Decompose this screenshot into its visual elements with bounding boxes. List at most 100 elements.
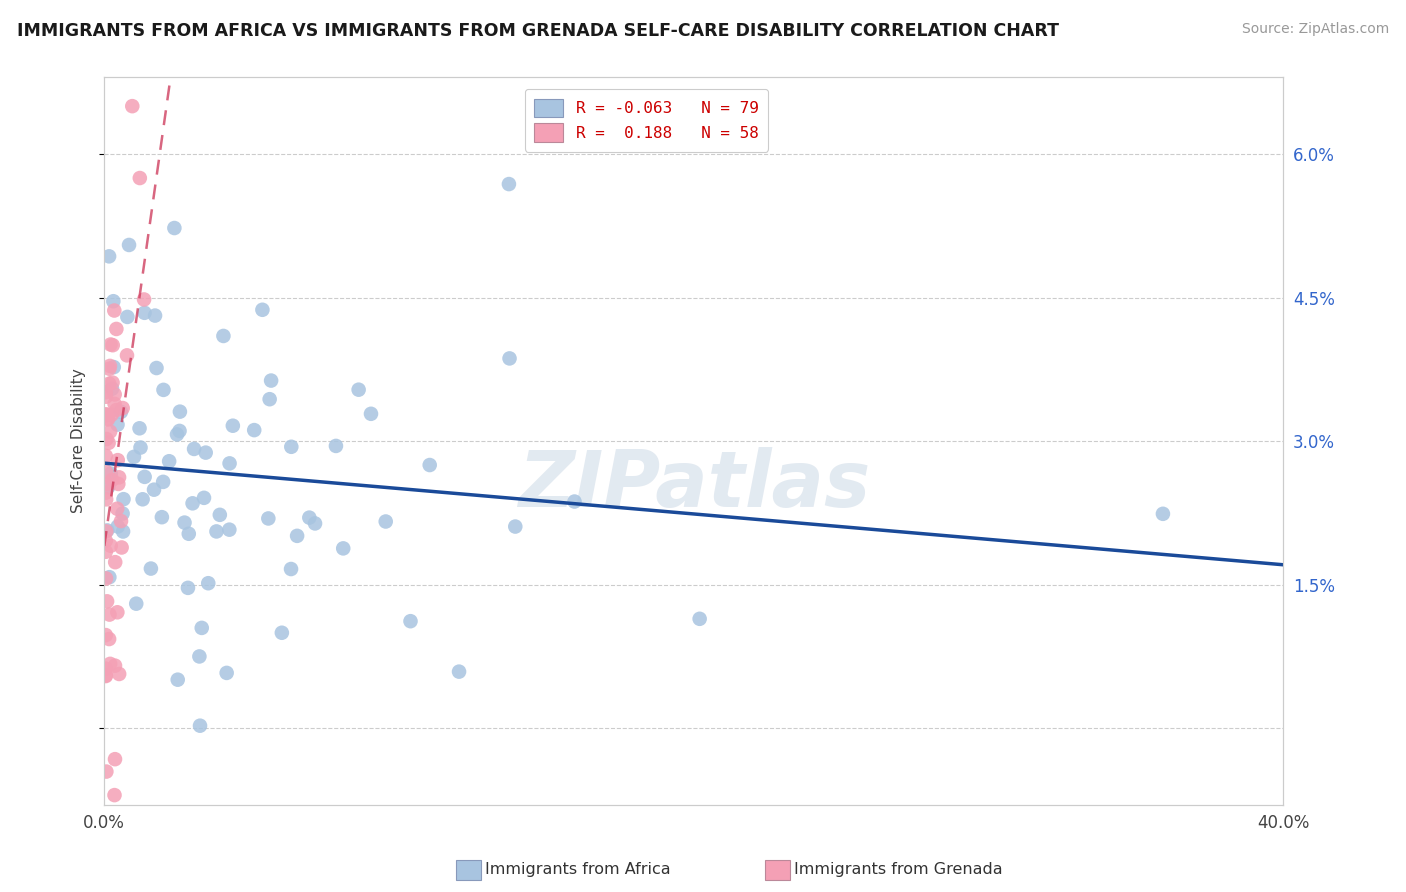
Point [97, 411, 120, 425]
Point [129, 441, 152, 455]
Point [564, 494, 586, 508]
Point [399, 614, 422, 628]
Point [1152, 507, 1174, 521]
Point [101, 473, 124, 487]
Point [103, 360, 125, 375]
Point [98, 359, 121, 373]
Point [169, 424, 191, 438]
Point [181, 496, 204, 510]
Point [98, 570, 121, 584]
Point [194, 445, 217, 459]
Point [107, 519, 129, 533]
Point [98, 425, 121, 439]
Point [419, 458, 441, 472]
Point [257, 511, 280, 525]
Point [103, 303, 125, 318]
Point [197, 576, 219, 591]
Point [118, 238, 141, 252]
Point [166, 427, 188, 442]
Point [98, 657, 121, 671]
Point [285, 529, 308, 543]
Point [94, 385, 117, 400]
Point [280, 440, 302, 454]
Point [222, 418, 245, 433]
Point [98, 376, 121, 391]
Point [689, 612, 711, 626]
Point [188, 719, 211, 733]
Point [96, 524, 118, 538]
Point [107, 417, 129, 432]
Point [260, 374, 283, 388]
Point [177, 581, 200, 595]
Point [98, 632, 121, 646]
Text: Source: ZipAtlas.com: Source: ZipAtlas.com [1241, 22, 1389, 37]
Point [111, 507, 134, 521]
Point [97, 435, 120, 450]
Point [105, 605, 128, 619]
Point [101, 338, 124, 352]
Point [104, 658, 127, 673]
Point [270, 625, 292, 640]
Point [105, 322, 128, 336]
Point [134, 470, 156, 484]
Point [100, 539, 122, 553]
Point [131, 492, 153, 507]
Point [112, 492, 135, 507]
Point [121, 99, 143, 113]
Point [104, 387, 127, 401]
Point [125, 597, 148, 611]
Point [122, 450, 145, 464]
Point [280, 562, 302, 576]
Point [100, 467, 122, 481]
Point [94, 465, 117, 479]
Point [94, 668, 117, 682]
Point [139, 561, 162, 575]
Point [152, 475, 174, 489]
Point [325, 439, 347, 453]
Point [128, 421, 150, 435]
Point [94, 492, 117, 507]
Point [143, 483, 166, 497]
Point [94, 545, 117, 559]
Text: IMMIGRANTS FROM AFRICA VS IMMIGRANTS FROM GRENADA SELF-CARE DISABILITY CORRELATI: IMMIGRANTS FROM AFRICA VS IMMIGRANTS FRO… [17, 22, 1059, 40]
Text: Immigrants from Africa: Immigrants from Africa [485, 863, 671, 877]
Point [208, 508, 231, 522]
Text: Immigrants from Grenada: Immigrants from Grenada [794, 863, 1002, 877]
Point [94, 407, 117, 421]
Point [360, 407, 382, 421]
Point [94, 628, 117, 642]
Point [143, 309, 166, 323]
Point [108, 667, 131, 681]
Point [205, 524, 228, 539]
Point [152, 383, 174, 397]
Point [96, 408, 118, 422]
Point [215, 665, 238, 680]
Point [347, 383, 370, 397]
Point [97, 480, 120, 494]
Point [169, 404, 191, 418]
Point [134, 306, 156, 320]
Point [190, 621, 212, 635]
Point [104, 397, 127, 411]
Point [105, 501, 128, 516]
Point [304, 516, 326, 531]
Point [157, 454, 180, 468]
Point [94, 390, 117, 404]
Y-axis label: Self-Care Disability: Self-Care Disability [72, 368, 86, 514]
Point [98, 361, 121, 376]
Point [447, 665, 470, 679]
Point [166, 673, 188, 687]
Point [94, 449, 117, 463]
Point [150, 510, 173, 524]
Point [103, 294, 125, 309]
Point [104, 555, 127, 569]
Point [128, 171, 150, 186]
Point [115, 348, 138, 362]
Point [101, 382, 124, 396]
Point [259, 392, 281, 407]
Point [101, 376, 124, 390]
Point [374, 515, 396, 529]
Point [132, 293, 155, 307]
Point [97, 412, 120, 426]
Point [94, 669, 117, 683]
